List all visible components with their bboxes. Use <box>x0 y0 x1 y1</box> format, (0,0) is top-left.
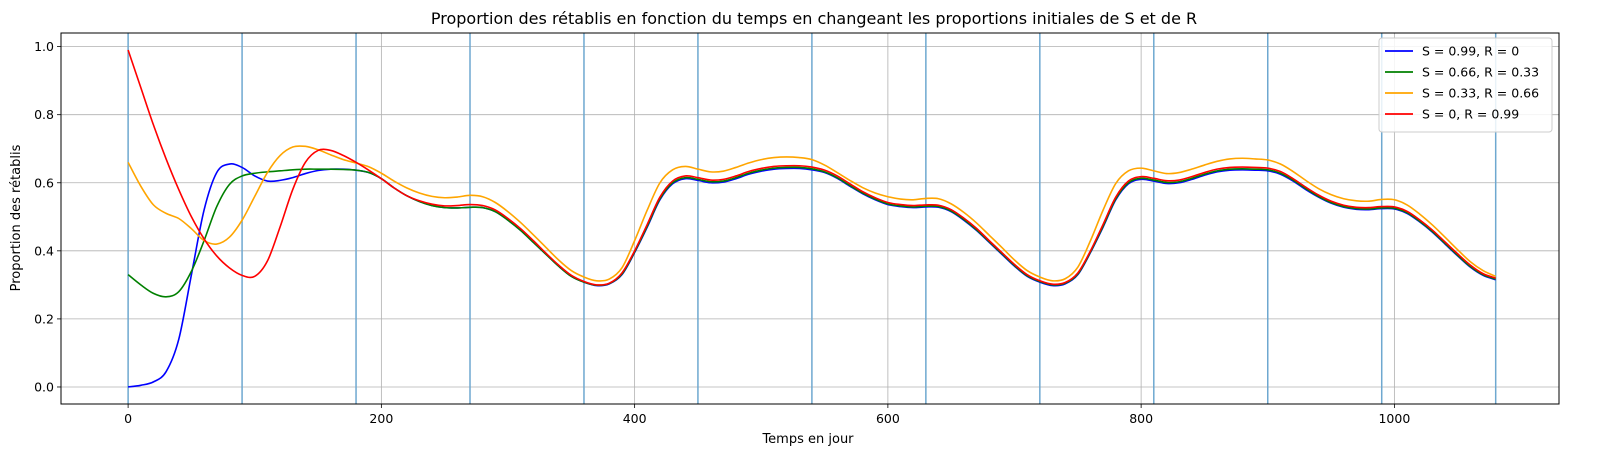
y-tick-label-3: 0.6 <box>34 175 54 190</box>
y-axis-ticks: 0.0 0.2 0.4 0.6 0.8 1.0 <box>34 39 61 394</box>
x-axis-label: Temps en jour <box>761 432 854 447</box>
legend-label-0: S = 0.99, R = 0 <box>1422 44 1519 59</box>
x-tick-label-0: 0 <box>124 411 132 426</box>
legend: S = 0.99, R = 0 S = 0.66, R = 0.33 S = 0.3… <box>1378 37 1553 133</box>
y-tick-label-1: 0.2 <box>34 311 54 326</box>
series-line-3 <box>127 49 1496 286</box>
legend-label-1: S = 0.66, R = 0.33 <box>1422 65 1539 80</box>
x-tick-label-3: 600 <box>876 411 900 426</box>
x-axis-ticks: 0 200 400 600 800 1000 <box>124 404 1410 426</box>
plot-frame <box>60 32 1560 405</box>
vertical-lines <box>127 33 1497 404</box>
series-lines <box>127 49 1497 388</box>
series-line-1 <box>127 166 1496 298</box>
legend-label-2: S = 0.33, R = 0.66 <box>1422 86 1539 101</box>
y-axis-label: Proportion des rétablis <box>9 144 24 291</box>
y-tick-label-0: 0.0 <box>34 379 54 394</box>
y-tick-label-2: 0.4 <box>34 243 54 258</box>
legend-box <box>1378 37 1553 133</box>
x-tick-label-1: 200 <box>369 411 393 426</box>
x-tick-label-5: 1000 <box>1378 411 1410 426</box>
legend-label-3: S = 0, R = 0.99 <box>1422 107 1519 122</box>
chart-title: Proportion des rétablis en fonction du t… <box>431 9 1197 28</box>
x-tick-label-2: 400 <box>623 411 647 426</box>
y-tick-label-4: 0.8 <box>34 107 54 122</box>
y-tick-label-5: 1.0 <box>34 39 54 54</box>
x-tick-label-4: 800 <box>1129 411 1153 426</box>
